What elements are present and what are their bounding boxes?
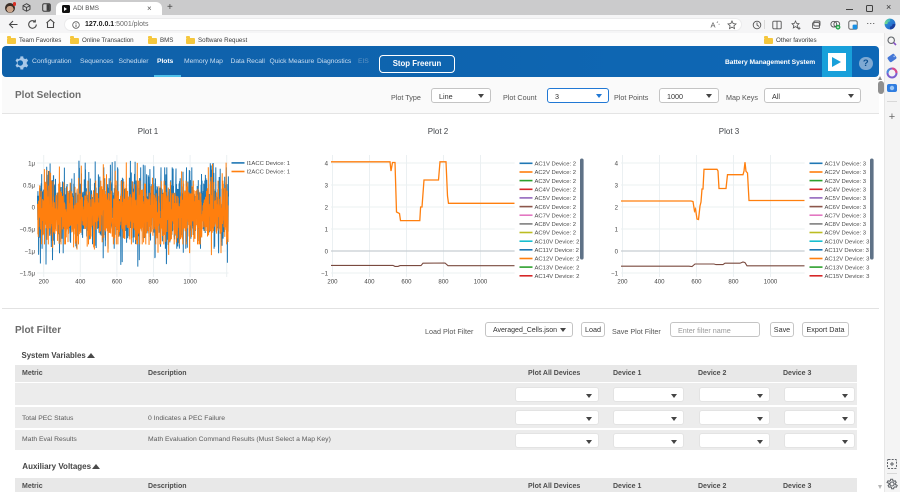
svg-text:2: 2 [615,204,619,211]
svg-text:−1.5μ: −1.5μ [19,270,35,277]
svg-text:800: 800 [728,279,739,286]
svg-text:−1: −1 [611,270,619,277]
svg-text:Plot 2: Plot 2 [428,127,449,136]
svg-text:AC7V Device: 3: AC7V Device: 3 [825,213,867,219]
svg-text:0: 0 [615,248,619,255]
svg-text:AC3V Device: 3: AC3V Device: 3 [825,179,867,185]
svg-text:AC7V Device: 2: AC7V Device: 2 [535,213,577,219]
svg-text:1: 1 [615,226,619,233]
svg-text:600: 600 [112,279,123,286]
svg-text:AC1V Device: 3: AC1V Device: 3 [825,162,867,168]
svg-text:1000: 1000 [764,279,778,286]
svg-text:AC4V Device: 3: AC4V Device: 3 [825,188,867,194]
svg-text:AC13V Device: 3: AC13V Device: 3 [825,265,871,271]
svg-text:AC12V Device: 2: AC12V Device: 2 [535,257,580,263]
svg-text:3: 3 [615,182,619,189]
svg-text:AC2V Device: 3: AC2V Device: 3 [825,170,867,176]
svg-text:−1: −1 [321,270,329,277]
svg-text:AC2V Device: 2: AC2V Device: 2 [535,170,577,176]
svg-text:AC8V Device: 2: AC8V Device: 2 [535,222,577,228]
svg-text:400: 400 [75,279,86,286]
svg-text:0.5μ: 0.5μ [23,182,35,189]
svg-text:0: 0 [32,204,36,211]
svg-text:800: 800 [148,279,159,286]
svg-text:AC8V Device: 3: AC8V Device: 3 [825,222,867,228]
svg-text:Plot 1: Plot 1 [138,127,159,136]
svg-text:200: 200 [327,279,338,286]
svg-text:600: 600 [401,279,412,286]
svg-text:0: 0 [325,248,329,255]
svg-text:A: A [711,20,716,29]
svg-text:1000: 1000 [474,279,488,286]
svg-text:2: 2 [325,204,329,211]
svg-text:AC1V Device: 2: AC1V Device: 2 [535,162,577,168]
svg-text:3: 3 [325,182,329,189]
svg-text:Plot 3: Plot 3 [719,127,740,136]
svg-text:AC14V Device: 2: AC14V Device: 2 [535,274,580,280]
svg-text:1: 1 [325,226,329,233]
svg-text:AC5V Device: 3: AC5V Device: 3 [825,196,867,202]
svg-text:I2ACC Device: 1: I2ACC Device: 1 [247,170,291,176]
svg-text:4: 4 [615,160,619,167]
svg-text:I1ACC Device: 1: I1ACC Device: 1 [247,161,291,167]
svg-text:4: 4 [325,160,329,167]
svg-text:AC10V Device: 3: AC10V Device: 3 [825,239,871,245]
svg-text:200: 200 [39,279,50,286]
svg-text:600: 600 [691,279,702,286]
svg-text:AC9V Device: 2: AC9V Device: 2 [535,231,577,237]
svg-text:AC3V Device: 2: AC3V Device: 2 [535,179,577,185]
svg-text:AC12V Device: 3: AC12V Device: 3 [825,257,871,263]
svg-text:AC10V Device: 2: AC10V Device: 2 [535,239,580,245]
svg-text:AC4V Device: 2: AC4V Device: 2 [535,188,577,194]
svg-text:AC15V Device: 3: AC15V Device: 3 [825,274,871,280]
svg-text:AC13V Device: 2: AC13V Device: 2 [535,265,580,271]
svg-text:800: 800 [438,279,449,286]
svg-text:AC11V Device: 2: AC11V Device: 2 [535,248,579,254]
svg-text:AC6V Device: 3: AC6V Device: 3 [825,205,867,211]
svg-text:AC5V Device: 2: AC5V Device: 2 [535,196,577,202]
svg-text:−1μ: −1μ [25,248,36,255]
svg-text:1000: 1000 [183,279,197,286]
svg-text:AC11V Device: 3: AC11V Device: 3 [825,248,870,254]
svg-text:400: 400 [364,279,375,286]
svg-text:1μ: 1μ [28,160,35,167]
svg-text:−0.5μ: −0.5μ [19,226,35,233]
svg-text:200: 200 [617,279,628,286]
svg-text:AC6V Device: 2: AC6V Device: 2 [535,205,577,211]
svg-text:400: 400 [654,279,665,286]
svg-text:AC9V Device: 3: AC9V Device: 3 [825,231,867,237]
